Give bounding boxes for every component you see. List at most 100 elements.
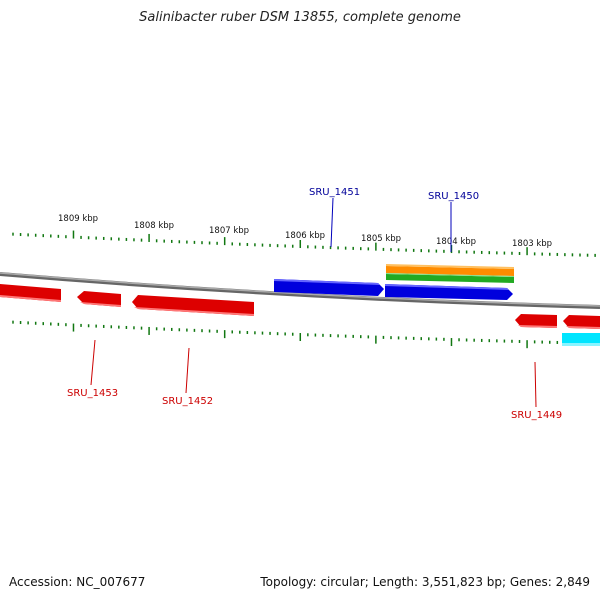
minor-tick [518,339,521,343]
minor-tick [65,323,67,327]
minor-tick [435,249,438,253]
minor-tick [322,245,324,249]
minor-tick [549,340,551,344]
minor-tick [496,339,498,343]
minor-tick [102,236,105,240]
minor-tick [367,247,370,251]
minor-tick [57,322,60,326]
minor-tick [511,251,513,255]
gene-sru-1449-shade [518,325,557,328]
minor-tick [261,331,264,335]
minor-tick [307,333,309,337]
minor-tick [239,242,241,246]
gene-sru-1451-highlight [274,279,380,285]
minor-tick [307,245,309,249]
kbp-label-1808: 1808 kbp [134,221,174,231]
orange-feature[interactable] [386,266,514,276]
minor-tick [390,336,392,340]
minor-tick [50,322,52,326]
minor-tick [291,244,294,248]
minor-tick [382,247,385,251]
minor-tick [428,337,430,341]
minor-tick [87,324,90,328]
minor-tick [254,243,256,247]
minor-tick [579,253,581,257]
major-tick [375,242,377,251]
gene-label-sru-1450: SRU_1450 [428,191,479,202]
major-tick [72,230,75,239]
minor-tick [503,339,506,343]
major-tick [526,340,528,349]
minor-tick [541,252,543,256]
major-tick [223,237,226,246]
callout-sru-1452 [185,347,190,394]
minor-tick [314,333,317,337]
minor-tick [269,243,271,247]
minor-tick [322,333,324,337]
minor-tick [480,338,483,342]
minor-tick [133,326,135,330]
major-tick [148,233,150,242]
minor-tick [34,321,37,325]
minor-tick [201,241,203,245]
gene-label-sru-1453: SRU_1453 [67,388,118,399]
minor-tick [541,340,543,344]
minor-tick [216,329,218,333]
minor-tick [65,235,67,239]
minor-tick [140,238,143,242]
minor-tick [412,248,415,252]
minor-tick [208,329,211,333]
minor-tick [155,239,158,243]
minor-tick [337,334,339,338]
gene-label-sru-1449: SRU_1449 [511,410,562,421]
minor-tick [80,323,82,327]
minor-tick [80,235,82,239]
minor-tick [95,236,97,240]
minor-tick [201,329,203,333]
kbp-label-1805: 1805 kbp [361,234,401,244]
gene-sru-1452[interactable] [132,295,254,316]
gene-sru-1449[interactable] [515,314,557,328]
gene-red-right[interactable] [563,315,600,329]
minor-tick [503,251,506,255]
minor-tick [518,251,521,255]
minor-tick [564,253,566,257]
minor-tick [110,237,113,241]
green-feature-edge [386,273,514,277]
gene-label-sru-1452: SRU_1452 [162,396,213,407]
minor-tick [171,239,173,243]
minor-tick [178,328,181,332]
minor-tick [329,334,332,338]
minor-tick [360,335,362,339]
minor-tick [488,339,491,343]
minor-tick [397,336,400,340]
minor-tick [163,239,165,243]
minor-tick [27,321,29,325]
minor-tick [382,335,385,339]
orange-feature-edge [386,264,514,269]
minor-tick [186,328,188,332]
minor-tick [231,242,233,246]
minor-tick [239,330,241,334]
cyan-feature[interactable] [562,333,600,345]
minor-tick [133,238,135,242]
gene-sru-1450-highlight [385,284,509,290]
minor-tick [488,251,491,255]
major-tick [148,326,150,335]
minor-tick [284,332,286,336]
scale-ticks-bottom [12,320,596,349]
minor-tick [367,335,370,339]
minor-tick [496,251,498,255]
minor-tick [405,248,407,252]
minor-tick [19,233,22,237]
minor-tick [118,237,120,241]
minor-tick [352,246,354,250]
minor-tick [352,334,354,338]
major-tick [72,323,75,332]
kbp-label-1806: 1806 kbp [285,231,325,241]
minor-tick [571,253,574,257]
minor-tick [480,250,483,254]
minor-tick [246,331,249,335]
major-tick [299,240,302,249]
